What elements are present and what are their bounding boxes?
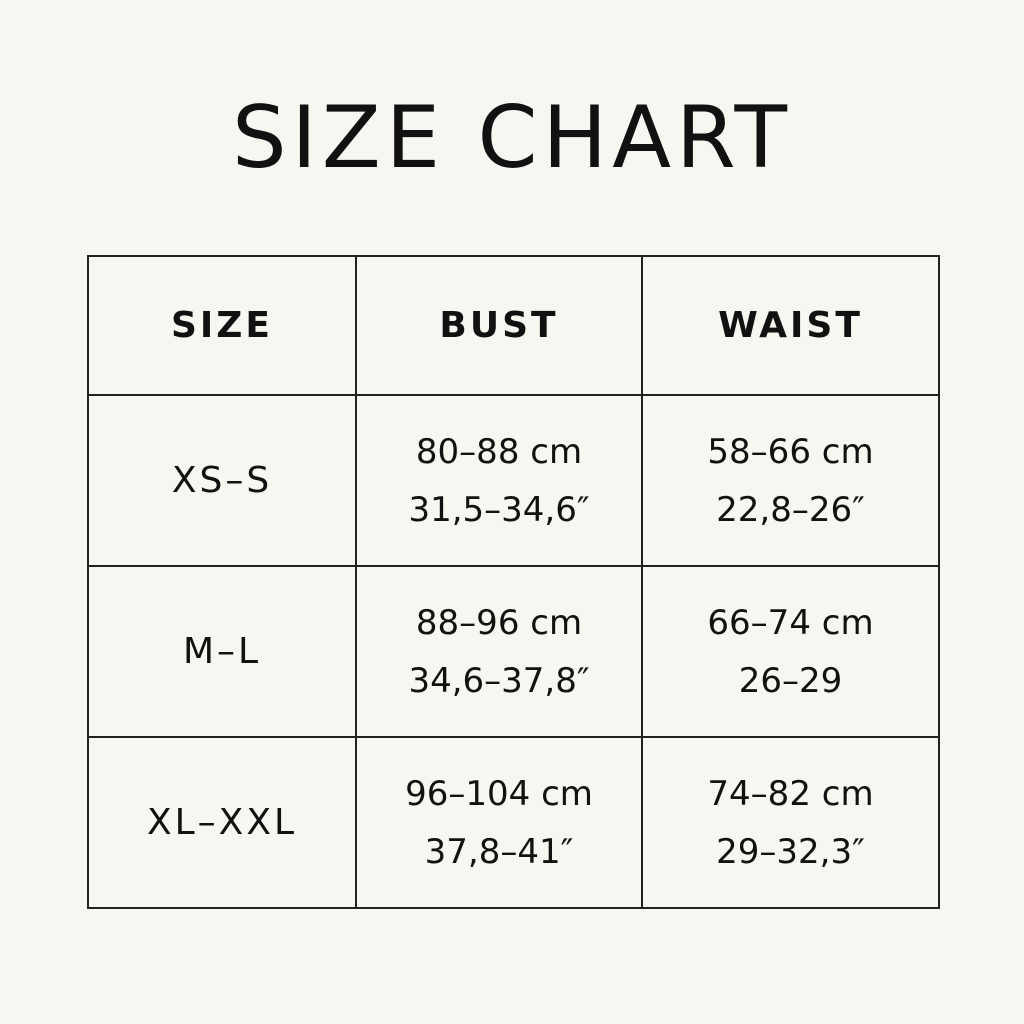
waist-cell: 58–66 cm 22,8–26″ <box>641 394 940 567</box>
waist-cm: 66–74 cm <box>707 602 874 643</box>
waist-cell: 66–74 cm 26–29 <box>641 565 940 738</box>
waist-cm: 74–82 cm <box>707 773 874 814</box>
table-row: M–L 88–96 cm 34,6–37,8″ 66–74 cm 26–29 <box>87 565 940 738</box>
header-waist: WAIST <box>641 255 940 396</box>
waist-in: 26–29 <box>738 660 843 701</box>
bust-in: 31,5–34,6″ <box>408 489 590 530</box>
header-size: SIZE <box>87 255 357 396</box>
bust-cell: 88–96 cm 34,6–37,8″ <box>355 565 643 738</box>
table-row: XS–S 80–88 cm 31,5–34,6″ 58–66 cm 22,8–2… <box>87 394 940 567</box>
bust-cm: 96–104 cm <box>405 773 593 814</box>
waist-cell: 74–82 cm 29–32,3″ <box>641 736 940 909</box>
bust-cm: 88–96 cm <box>415 602 583 643</box>
page-title: SIZE CHART <box>231 88 793 188</box>
size-cell: M–L <box>87 565 357 738</box>
waist-cm: 58–66 cm <box>707 431 874 472</box>
waist-in: 22,8–26″ <box>716 489 865 530</box>
bust-cell: 96–104 cm 37,8–41″ <box>355 736 643 909</box>
bust-cm: 80–88 cm <box>415 431 583 472</box>
table-row: XL–XXL 96–104 cm 37,8–41″ 74–82 cm 29–32… <box>87 736 940 909</box>
size-table: SIZE BUST WAIST XS–S 80–88 cm 31,5–34,6″… <box>87 255 940 909</box>
header-bust: BUST <box>355 255 643 396</box>
waist-in: 29–32,3″ <box>716 831 865 872</box>
bust-cell: 80–88 cm 31,5–34,6″ <box>355 394 643 567</box>
table-header-row: SIZE BUST WAIST <box>87 255 940 396</box>
bust-in: 37,8–41″ <box>424 831 574 872</box>
size-cell: XS–S <box>87 394 357 567</box>
size-cell: XL–XXL <box>87 736 357 909</box>
bust-in: 34,6–37,8″ <box>408 660 590 701</box>
